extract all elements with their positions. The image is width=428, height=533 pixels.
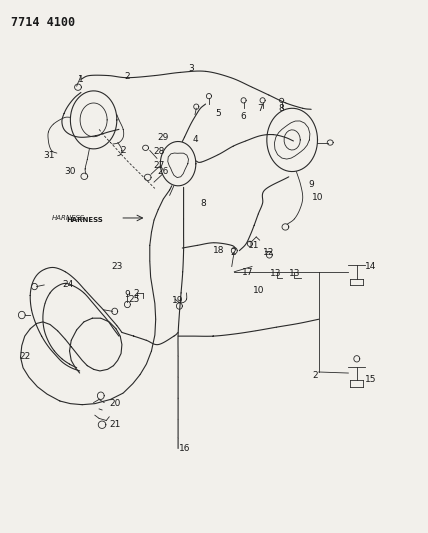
Text: 19: 19 xyxy=(172,296,184,305)
Text: 4: 4 xyxy=(192,135,198,144)
Text: 8: 8 xyxy=(279,104,285,113)
Text: 31: 31 xyxy=(44,151,55,160)
Text: 22: 22 xyxy=(19,352,30,361)
Text: 17: 17 xyxy=(242,268,253,277)
Text: 2: 2 xyxy=(133,289,139,298)
Text: 14: 14 xyxy=(365,262,376,271)
Text: 5: 5 xyxy=(215,109,221,118)
Text: 16: 16 xyxy=(178,444,190,453)
Text: 15: 15 xyxy=(365,375,376,384)
Text: 9: 9 xyxy=(125,290,130,299)
Text: 12: 12 xyxy=(263,248,275,257)
Text: 1: 1 xyxy=(78,75,84,84)
Text: HARNESS: HARNESS xyxy=(67,217,104,223)
Text: 7714 4100: 7714 4100 xyxy=(11,16,75,29)
Text: 18: 18 xyxy=(212,246,224,255)
Text: 13: 13 xyxy=(270,269,281,278)
Text: 13: 13 xyxy=(288,269,300,278)
Text: HARNESS: HARNESS xyxy=(52,215,85,221)
Text: 23: 23 xyxy=(111,262,122,271)
Text: 2: 2 xyxy=(125,72,130,81)
Text: 2: 2 xyxy=(312,371,318,380)
Text: 3: 3 xyxy=(188,64,193,73)
Text: 2: 2 xyxy=(120,146,126,155)
Text: 9: 9 xyxy=(308,180,314,189)
Text: 8: 8 xyxy=(201,199,206,208)
Text: 11: 11 xyxy=(248,241,260,250)
Text: 29: 29 xyxy=(158,133,169,142)
Text: 25: 25 xyxy=(128,295,140,304)
Text: 6: 6 xyxy=(241,112,247,120)
Text: 27: 27 xyxy=(153,161,165,169)
Text: 7: 7 xyxy=(258,104,263,113)
Text: 10: 10 xyxy=(312,193,323,203)
Text: 28: 28 xyxy=(153,147,165,156)
Text: 30: 30 xyxy=(65,167,76,176)
Text: 24: 24 xyxy=(62,280,74,289)
Text: 21: 21 xyxy=(109,420,120,429)
Text: 2: 2 xyxy=(230,248,236,257)
Text: 10: 10 xyxy=(253,286,264,295)
Text: 26: 26 xyxy=(158,167,169,176)
Text: 20: 20 xyxy=(109,399,120,408)
